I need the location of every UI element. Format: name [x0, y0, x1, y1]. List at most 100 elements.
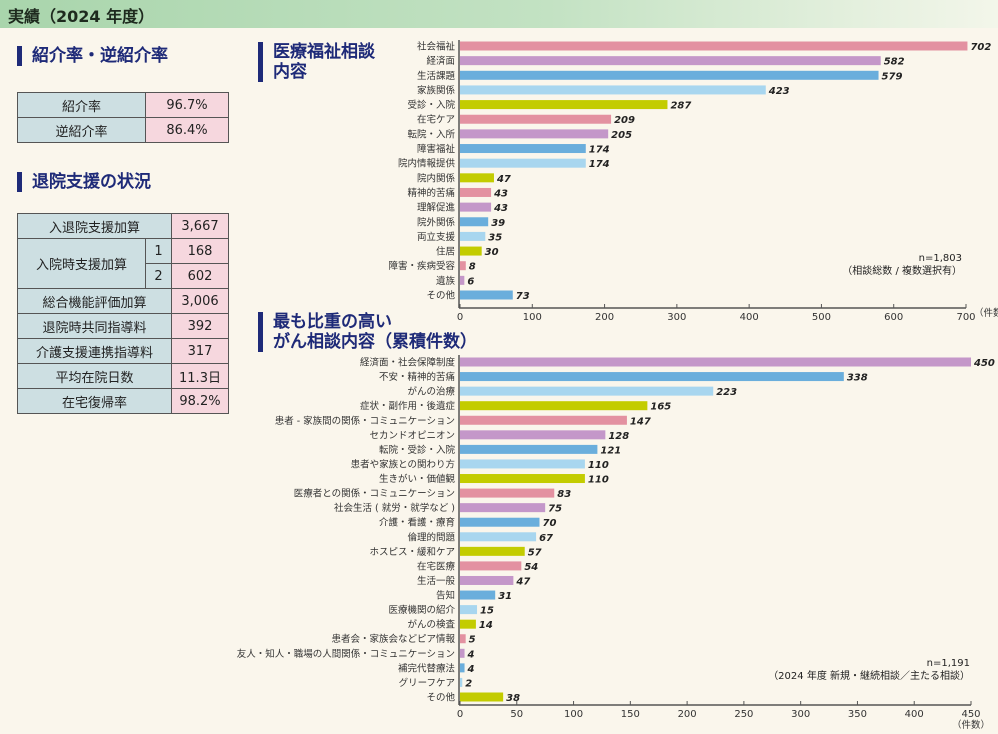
- x-unit-label: （件数）: [974, 307, 998, 319]
- value-label: 165: [650, 402, 671, 413]
- value-label: 2: [465, 678, 472, 689]
- bar: [460, 290, 513, 300]
- category-label: 転院・入所: [407, 128, 455, 140]
- value-label: 70: [542, 518, 556, 529]
- bar: [460, 444, 598, 454]
- value-label: 73: [516, 291, 530, 302]
- category-label: 経済面: [426, 55, 455, 67]
- category-label: 受診・入院: [407, 99, 455, 111]
- table-row: 在宅復帰率 98.2%: [17, 388, 229, 414]
- table-row: 2 602: [18, 263, 229, 289]
- bar: [460, 100, 668, 110]
- table-row: 紹介率 96.7%: [17, 92, 229, 118]
- category-label: 医療者との関係・コミュニケーション: [294, 488, 455, 500]
- value-label: 39: [491, 218, 505, 229]
- category-label: 経済面・社会保障制度: [360, 357, 456, 369]
- value-label: 209: [614, 115, 635, 126]
- value-label: 205: [611, 130, 632, 141]
- value-label: 128: [608, 431, 629, 442]
- bar: [460, 231, 486, 241]
- category-label: 家族関係: [417, 84, 456, 96]
- bar: [460, 663, 465, 673]
- category-label: 患者 - 家族間の関係・コミュニケーション: [275, 415, 455, 427]
- tick-label: 0: [457, 709, 463, 720]
- category-label: がんの検査: [407, 619, 455, 631]
- bar: [460, 173, 494, 183]
- bar: [460, 430, 606, 440]
- category-label: 障害福祉: [417, 143, 456, 155]
- tick-label: 0: [457, 312, 463, 323]
- bar: [460, 246, 482, 256]
- value-label: 121: [600, 445, 621, 456]
- page-title: 実績（2024 年度）: [8, 7, 155, 26]
- value-label: 8: [469, 262, 476, 273]
- value-label: 579: [882, 71, 903, 82]
- bar: [460, 634, 466, 644]
- x-unit-label: （件数）: [952, 719, 990, 731]
- value-label: 43: [493, 188, 508, 199]
- bar: [460, 56, 881, 66]
- category-label: 住居: [436, 246, 455, 258]
- category-label: 院外関係: [417, 216, 456, 228]
- category-label: 生活一般: [417, 575, 456, 587]
- value-label: 174: [589, 159, 610, 170]
- header-band: 実績（2024 年度）: [0, 0, 998, 28]
- value-label: 35: [488, 232, 502, 243]
- bar: [460, 692, 504, 702]
- category-label: 介護・看護・療育: [379, 517, 455, 529]
- table-row: 総合機能評価加算 3,006: [17, 288, 229, 314]
- category-label: 精神的苦痛: [407, 187, 455, 199]
- value-label: 38: [506, 693, 520, 704]
- category-label: 生きがい・価値観: [379, 473, 456, 485]
- referral-table: 紹介率 96.7% 逆紹介率 86.4%: [17, 92, 229, 143]
- category-label: その他: [426, 692, 455, 704]
- tick-label: 50: [510, 709, 523, 720]
- tick-label: 500: [812, 312, 831, 323]
- category-label: 患者会・家族会などピア情報: [331, 633, 455, 645]
- bar: [460, 619, 476, 629]
- value-label: 43: [493, 203, 508, 214]
- bar: [460, 575, 514, 585]
- category-label: 補完代替療法: [398, 662, 455, 674]
- chart1-title: 医療福祉相談 内容: [258, 42, 375, 82]
- value-label: 57: [528, 547, 542, 558]
- category-label: 障害・疾病受容: [388, 260, 455, 272]
- tick-label: 150: [621, 709, 640, 720]
- bar: [460, 677, 463, 687]
- category-label: 遺族: [436, 275, 456, 287]
- category-label: その他: [426, 290, 455, 302]
- value-label: 450: [973, 358, 995, 369]
- discharge-section-title: 退院支援の状況: [17, 172, 151, 192]
- value-label: 4: [467, 649, 475, 660]
- bar: [460, 187, 492, 197]
- category-label: グリーフケア: [399, 677, 455, 689]
- bar: [460, 70, 879, 80]
- value-label: 702: [970, 42, 991, 53]
- bar: [460, 357, 971, 367]
- discharge-table: 入退院支援加算 3,667 入院時支援加算 1 168 2 602 総合機能評価加算 3,…: [17, 213, 229, 414]
- bar: [460, 386, 714, 396]
- value-label: 287: [670, 101, 691, 112]
- bar: [460, 275, 465, 285]
- chart2-note: n=1,191 （2024 年度 新規・継続相談／主たる相談）: [768, 658, 970, 682]
- value-label: 47: [496, 174, 511, 185]
- category-label: 社会福祉: [417, 41, 456, 53]
- tick-label: 300: [667, 312, 686, 323]
- category-label: 転院・受診・入院: [379, 444, 456, 456]
- value-label: 110: [588, 460, 609, 471]
- tick-label: 400: [740, 312, 759, 323]
- tick-label: 200: [595, 312, 614, 323]
- table-row: 逆紹介率 86.4%: [17, 117, 229, 143]
- category-label: 在宅ケア: [417, 114, 455, 126]
- category-label: 院内情報提供: [398, 158, 456, 170]
- bar: [460, 158, 586, 168]
- value-label: 223: [716, 387, 737, 398]
- category-label: 両立支援: [417, 231, 456, 243]
- category-label: 不安・精神的苦痛: [379, 371, 456, 383]
- bar: [460, 459, 585, 469]
- tick-label: 200: [678, 709, 697, 720]
- category-label: 倫理的問題: [407, 531, 455, 543]
- tick-label: 350: [848, 709, 867, 720]
- bar: [460, 503, 546, 513]
